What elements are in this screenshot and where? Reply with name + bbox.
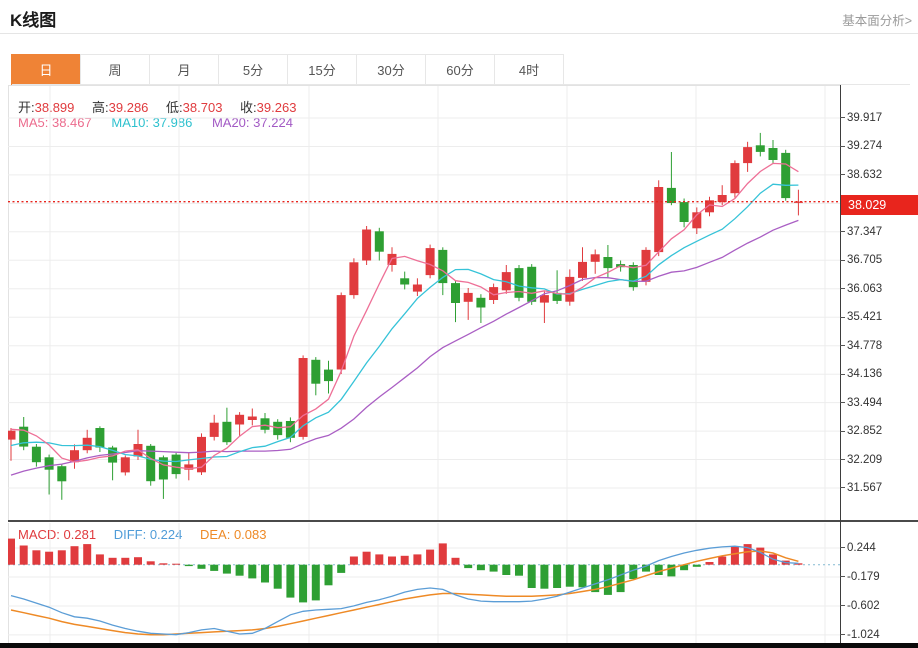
close-value: 39.263 bbox=[256, 100, 297, 115]
y-axis-label: 37.347 bbox=[840, 225, 882, 239]
y-axis-label: 31.567 bbox=[840, 481, 882, 495]
tab-4hour[interactable]: 4时 bbox=[494, 54, 564, 85]
tab-30min[interactable]: 30分 bbox=[356, 54, 426, 85]
y-axis-label: 34.778 bbox=[840, 339, 882, 353]
header-divider bbox=[0, 33, 918, 34]
ma20-line bbox=[10, 219, 799, 476]
y-axis-label: 32.852 bbox=[840, 424, 882, 438]
ma-info: MA5: 38.467 MA10: 37.986 MA20: 37.224 bbox=[18, 115, 293, 130]
y-axis-label: -1.024 bbox=[840, 628, 880, 642]
dea-line bbox=[10, 550, 799, 636]
diff-value: DIFF: 0.224 bbox=[113, 527, 183, 542]
ma20-value: MA20: 37.224 bbox=[211, 115, 293, 130]
tab-week[interactable]: 周 bbox=[80, 54, 150, 85]
ma10-line bbox=[10, 183, 799, 463]
tabbar-border bbox=[12, 84, 910, 85]
y-axis-label: -0.179 bbox=[840, 570, 880, 584]
fundamental-analysis-link[interactable]: 基本面分析> bbox=[842, 14, 912, 28]
y-axis-label: 32.209 bbox=[840, 453, 882, 467]
low-value: 38.703 bbox=[182, 100, 223, 115]
macd-chart[interactable] bbox=[8, 523, 840, 643]
high-label: 高: bbox=[92, 100, 109, 115]
y-axis-label: 38.632 bbox=[840, 168, 882, 182]
macd-info: MACD: 0.281 DIFF: 0.224 DEA: 0.083 bbox=[18, 527, 267, 542]
open-label: 开: bbox=[18, 100, 35, 115]
y-axis-label: 0.244 bbox=[840, 541, 876, 555]
high-value: 39.286 bbox=[108, 100, 149, 115]
y-axis-label: 34.136 bbox=[840, 367, 882, 381]
page-title: K线图 bbox=[10, 11, 57, 30]
time-axis-bar bbox=[0, 643, 918, 648]
y-axis-label: 36.705 bbox=[840, 253, 882, 267]
tab-day[interactable]: 日 bbox=[11, 54, 81, 85]
macd-value: MACD: 0.281 bbox=[18, 527, 97, 542]
diff-line bbox=[10, 545, 799, 636]
y-axis-label: 39.274 bbox=[840, 139, 882, 153]
ma10-value: MA10: 37.986 bbox=[111, 115, 193, 130]
tab-month[interactable]: 月 bbox=[149, 54, 219, 85]
open-value: 38.899 bbox=[34, 100, 75, 115]
current-price-badge: 38.029 bbox=[841, 195, 918, 215]
ma5-value: MA5: 38.467 bbox=[18, 115, 92, 130]
y-axis-label: 36.063 bbox=[840, 282, 882, 296]
interval-tabbar: 日周月 5分 15分 30分 60分 4时 bbox=[11, 54, 564, 85]
ohlc-info: 开:38.899 高:39.286 低:38.703 收:39.263 bbox=[18, 97, 310, 116]
y-axis-label: -0.602 bbox=[840, 599, 880, 613]
dea-value: DEA: 0.083 bbox=[199, 527, 267, 542]
tab-15min[interactable]: 15分 bbox=[287, 54, 357, 85]
candles bbox=[8, 132, 803, 500]
y-axis-label: 39.917 bbox=[840, 111, 882, 125]
candlestick-chart[interactable] bbox=[8, 85, 840, 521]
tab-5min[interactable]: 5分 bbox=[218, 54, 288, 85]
panel-divider bbox=[8, 520, 918, 522]
ma5-line bbox=[10, 162, 799, 470]
price-axis-line bbox=[840, 85, 841, 643]
close-label: 收: bbox=[240, 100, 257, 115]
y-axis-label: 35.421 bbox=[840, 310, 882, 324]
y-axis-label: 33.494 bbox=[840, 396, 882, 410]
tab-60min[interactable]: 60分 bbox=[425, 54, 495, 85]
